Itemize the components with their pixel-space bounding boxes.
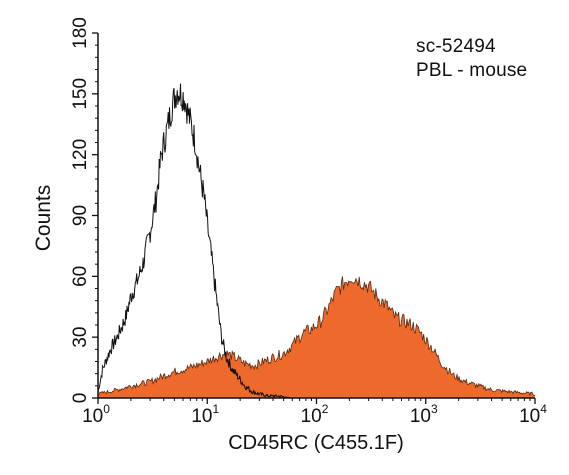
annotation-sample: PBL - mouse <box>416 60 528 81</box>
y-tick-label: 150 <box>70 78 91 110</box>
x-tick-label: 103 <box>410 402 438 427</box>
y-tick-label: 60 <box>70 266 91 287</box>
filled-histogram <box>97 276 536 398</box>
filled-series-area <box>98 276 535 398</box>
x-tick-label: 100 <box>82 402 110 427</box>
y-axis-label: Counts <box>32 185 55 252</box>
y-tick-label: 0 <box>70 393 91 404</box>
y-tick-label: 30 <box>70 327 91 348</box>
y-tick-label: 120 <box>70 139 91 171</box>
x-ticks: 100 101 102 103 104 <box>82 398 547 427</box>
annotation-catalog-number: sc-52494 <box>416 36 496 57</box>
filled-series-edge <box>97 276 536 397</box>
y-tick-label: 180 <box>70 17 91 49</box>
x-tick-label: 101 <box>191 402 219 427</box>
x-tick-label: 102 <box>301 402 329 427</box>
y-tick-label: 90 <box>70 205 91 226</box>
x-axis-label: CD45RC (C455.1F) <box>228 432 404 454</box>
y-ticks: 0 30 60 90 120 150 180 <box>70 17 98 403</box>
x-tick-label: 104 <box>519 402 547 427</box>
